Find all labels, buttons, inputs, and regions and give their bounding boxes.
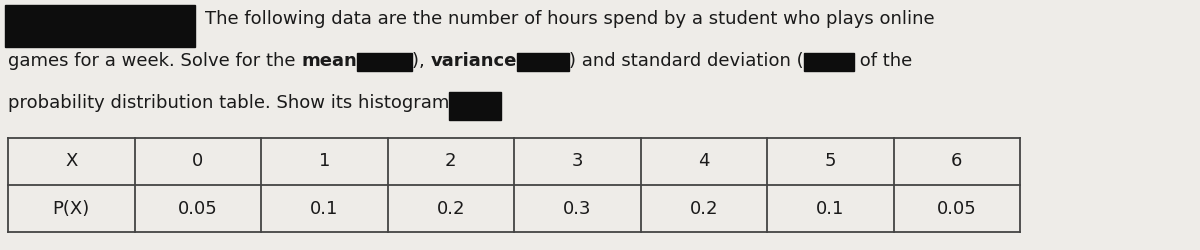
Text: X: X: [65, 152, 78, 170]
Text: 2: 2: [445, 152, 456, 170]
Text: 5: 5: [824, 152, 836, 170]
Text: 0.1: 0.1: [816, 200, 845, 218]
Text: 4: 4: [698, 152, 709, 170]
Text: 3: 3: [571, 152, 583, 170]
Text: 0.1: 0.1: [310, 200, 338, 218]
Text: 0: 0: [192, 152, 203, 170]
Text: P(X): P(X): [53, 200, 90, 218]
Text: 0.2: 0.2: [437, 200, 466, 218]
Bar: [5, 5, 194, 47]
Text: The following data are the number of hours spend by a student who plays online: The following data are the number of hou…: [205, 10, 935, 28]
Text: variance: variance: [431, 52, 517, 70]
Bar: [517, 53, 569, 71]
Text: 0.2: 0.2: [690, 200, 718, 218]
Text: of the: of the: [853, 52, 912, 70]
Text: games for a week. Solve for the: games for a week. Solve for the: [8, 52, 301, 70]
Bar: [358, 53, 412, 71]
Text: mean: mean: [301, 52, 358, 70]
Bar: [449, 92, 502, 120]
Bar: [804, 53, 853, 71]
Text: ) and standard deviation (: ) and standard deviation (: [569, 52, 804, 70]
Text: 0.05: 0.05: [178, 200, 217, 218]
Text: 0.3: 0.3: [563, 200, 592, 218]
Text: probability distribution table. Show its histogram: probability distribution table. Show its…: [8, 94, 449, 112]
Text: 0.05: 0.05: [937, 200, 977, 218]
Text: 1: 1: [318, 152, 330, 170]
Text: 6: 6: [952, 152, 962, 170]
Text: ),: ),: [412, 52, 431, 70]
